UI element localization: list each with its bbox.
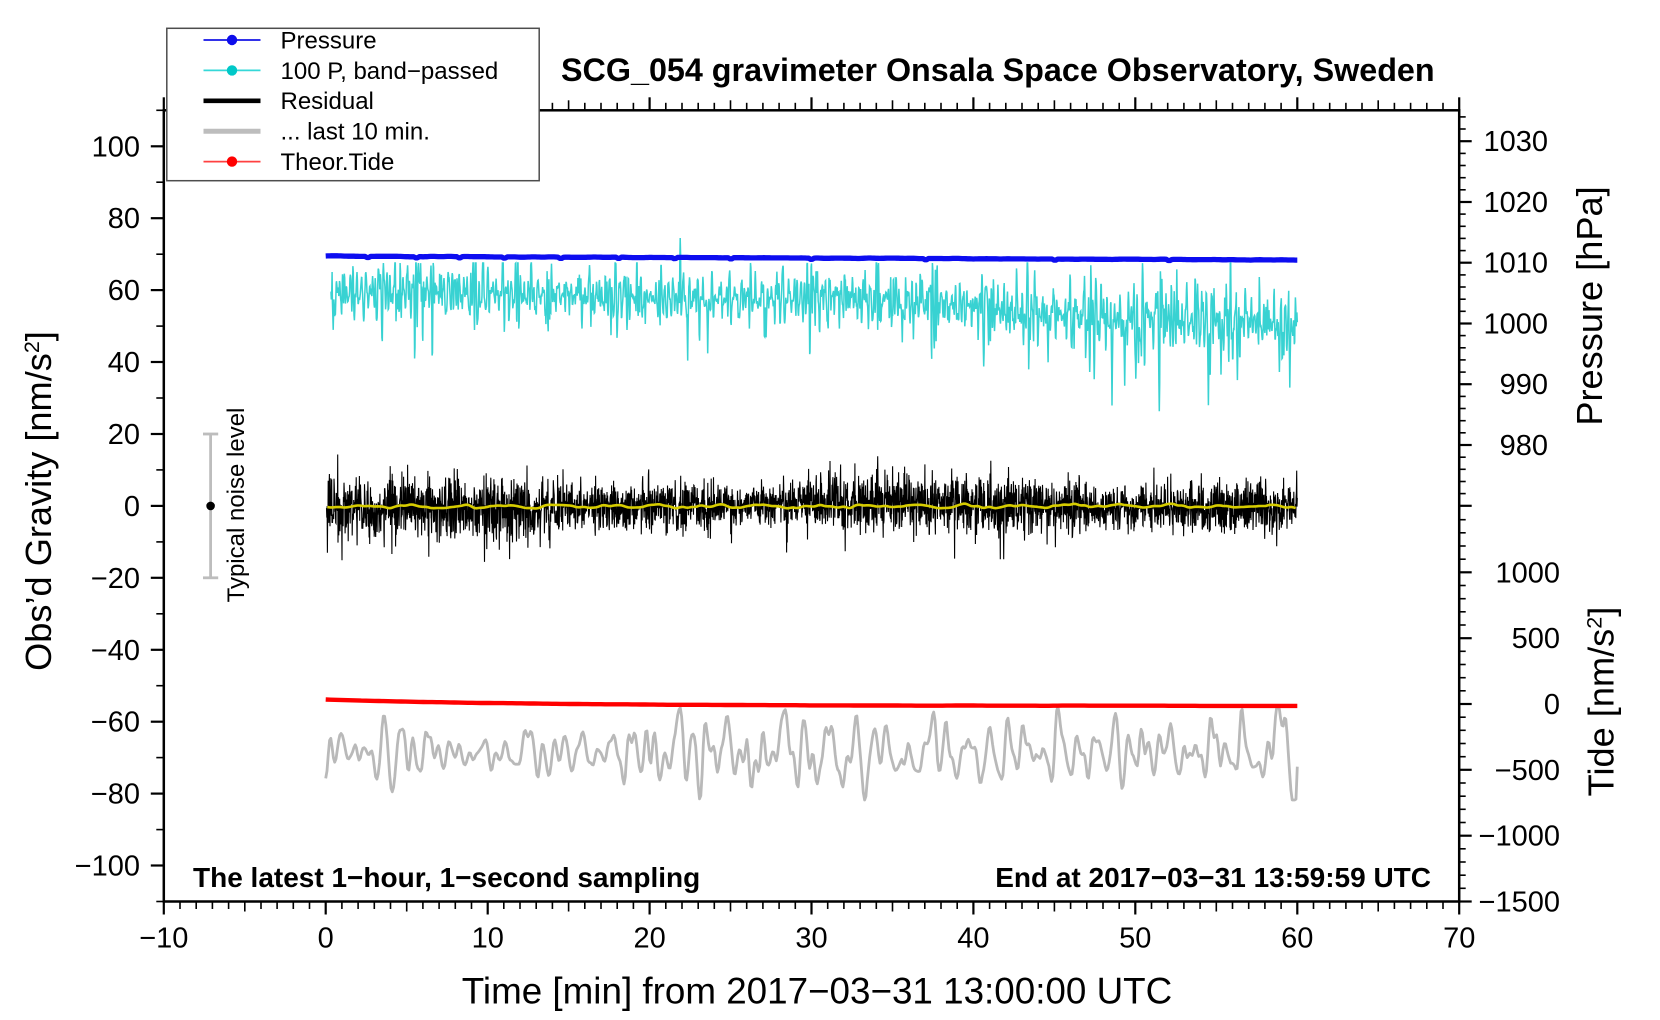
svg-text:−1000: −1000 (1479, 821, 1560, 853)
svg-text:60: 60 (1281, 923, 1313, 955)
svg-text:980: 980 (1500, 430, 1548, 462)
svg-text:30: 30 (795, 923, 827, 955)
svg-text:The latest 1−hour, 1−second sa: The latest 1−hour, 1−second sampling (193, 862, 700, 893)
svg-text:1010: 1010 (1483, 248, 1548, 280)
svg-text:Tide [nm/s2]: Tide [nm/s2] (1581, 607, 1622, 797)
svg-text:20: 20 (633, 923, 665, 955)
svg-text:−10: −10 (139, 923, 188, 955)
svg-text:−80: −80 (91, 779, 140, 811)
svg-text:80: 80 (108, 203, 140, 235)
svg-text:−20: −20 (91, 563, 140, 595)
svg-text:−60: −60 (91, 707, 140, 739)
svg-text:0: 0 (318, 923, 334, 955)
svg-text:10: 10 (472, 923, 504, 955)
svg-text:−1500: −1500 (1479, 887, 1560, 919)
svg-text:0: 0 (1544, 689, 1560, 721)
svg-text:Residual: Residual (281, 88, 374, 115)
svg-text:70: 70 (1443, 923, 1475, 955)
svg-text:−500: −500 (1495, 755, 1560, 787)
svg-text:20: 20 (108, 419, 140, 451)
svg-text:Pressure: Pressure (281, 27, 377, 54)
svg-text:SCG_054 gravimeter Onsala Spac: SCG_054 gravimeter Onsala Space Observat… (561, 52, 1435, 88)
svg-text:500: 500 (1512, 623, 1560, 655)
svg-text:1020: 1020 (1483, 187, 1548, 219)
svg-text:40: 40 (957, 923, 989, 955)
svg-text:0: 0 (124, 491, 140, 523)
svg-text:100 P, band−passed: 100 P, band−passed (281, 58, 499, 85)
svg-text:1030: 1030 (1483, 126, 1548, 158)
svg-text:1000: 1000 (1495, 557, 1560, 589)
svg-text:−40: −40 (91, 635, 140, 667)
svg-text:End at 2017−03−31 13:59:59 UTC: End at 2017−03−31 13:59:59 UTC (995, 862, 1431, 893)
svg-text:Typical noise level: Typical noise level (223, 408, 250, 603)
svg-text:Pressure [hPa]: Pressure [hPa] (1569, 186, 1610, 425)
svg-text:−100: −100 (75, 851, 140, 883)
svg-text:100: 100 (92, 131, 140, 163)
svg-text:40: 40 (108, 347, 140, 379)
svg-text:Theor.Tide: Theor.Tide (281, 149, 395, 176)
svg-text:Time [min] from 2017−03−31 13:: Time [min] from 2017−03−31 13:00:00 UTC (462, 971, 1172, 1012)
svg-text:50: 50 (1119, 923, 1151, 955)
svg-text:60: 60 (108, 275, 140, 307)
svg-text:Obs’d Gravity [nm/s2]: Obs’d Gravity [nm/s2] (18, 331, 59, 671)
svg-text:1000: 1000 (1483, 309, 1548, 341)
svg-text:... last 10 min.: ... last 10 min. (281, 119, 430, 146)
svg-text:990: 990 (1500, 369, 1548, 401)
